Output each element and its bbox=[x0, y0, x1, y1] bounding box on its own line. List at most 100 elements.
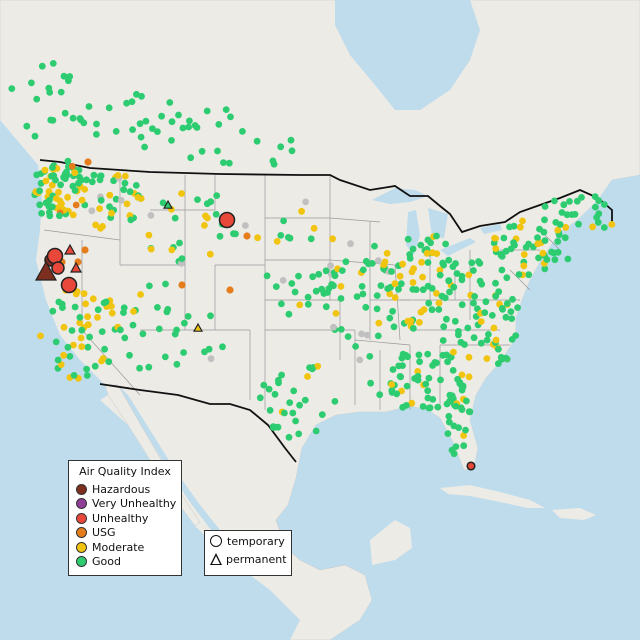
station-marker bbox=[554, 238, 562, 245]
station-marker bbox=[289, 409, 297, 417]
station-marker bbox=[503, 300, 511, 307]
station-marker bbox=[560, 201, 568, 209]
station-marker bbox=[460, 432, 467, 439]
station-marker bbox=[186, 117, 193, 125]
station-marker bbox=[70, 372, 78, 379]
station-marker bbox=[149, 125, 156, 132]
station-marker bbox=[500, 234, 508, 242]
station-marker bbox=[561, 234, 569, 242]
station-marker bbox=[129, 126, 137, 133]
gulf-of-mexico bbox=[288, 406, 464, 548]
station-marker bbox=[105, 104, 113, 112]
station-marker-large bbox=[51, 261, 65, 275]
station-marker bbox=[562, 223, 570, 231]
station-marker bbox=[102, 298, 110, 306]
station-marker bbox=[465, 408, 473, 416]
station-marker bbox=[522, 243, 530, 251]
station-marker bbox=[408, 268, 416, 276]
station-marker bbox=[146, 282, 153, 290]
station-marker bbox=[424, 259, 432, 266]
station-marker bbox=[498, 305, 506, 312]
station-marker bbox=[179, 124, 187, 132]
station-marker bbox=[416, 358, 423, 366]
station-marker bbox=[436, 266, 444, 274]
legend-label: Very Unhealthy bbox=[92, 497, 177, 511]
lake-huron bbox=[428, 208, 448, 238]
station-marker bbox=[575, 220, 582, 228]
station-marker bbox=[288, 147, 296, 155]
station-marker bbox=[121, 172, 129, 180]
station-marker bbox=[92, 221, 99, 229]
station-marker bbox=[202, 212, 209, 220]
station-marker bbox=[337, 326, 345, 333]
station-marker bbox=[253, 137, 261, 145]
legend-item-temporary: temporary bbox=[205, 533, 291, 549]
station-marker bbox=[362, 257, 370, 265]
hispaniola bbox=[552, 508, 596, 520]
station-marker bbox=[128, 98, 136, 106]
station-marker bbox=[492, 336, 500, 344]
station-marker-large bbox=[46, 247, 64, 265]
monitor-type-legend: temporary permanent bbox=[204, 530, 292, 576]
station-marker bbox=[126, 188, 134, 196]
station-marker bbox=[417, 308, 425, 316]
station-marker bbox=[61, 109, 69, 117]
station-marker bbox=[535, 254, 542, 262]
station-marker bbox=[453, 270, 461, 277]
station-marker bbox=[337, 283, 345, 290]
station-marker bbox=[344, 333, 352, 340]
station-marker bbox=[592, 203, 599, 211]
station-marker bbox=[175, 111, 182, 119]
station-marker bbox=[445, 418, 453, 426]
station-marker bbox=[287, 136, 295, 144]
station-marker bbox=[38, 62, 46, 70]
station-marker bbox=[285, 310, 293, 318]
station-marker bbox=[440, 323, 448, 331]
station-marker bbox=[94, 314, 101, 321]
station-marker bbox=[83, 372, 91, 379]
station-marker bbox=[304, 293, 312, 301]
usg-swatch bbox=[76, 527, 87, 539]
station-marker bbox=[415, 351, 423, 359]
station-marker bbox=[84, 158, 92, 166]
station-marker bbox=[397, 280, 405, 288]
station-marker bbox=[490, 239, 498, 247]
legend-label: Moderate bbox=[92, 540, 145, 554]
station-marker bbox=[377, 282, 385, 289]
station-marker bbox=[495, 288, 503, 296]
station-marker bbox=[541, 216, 548, 224]
station-marker bbox=[139, 330, 147, 338]
station-marker bbox=[213, 192, 221, 200]
station-marker bbox=[398, 354, 406, 362]
station-marker bbox=[270, 424, 277, 431]
station-marker bbox=[105, 358, 113, 366]
station-marker bbox=[391, 280, 399, 288]
station-marker bbox=[441, 294, 449, 302]
station-marker bbox=[277, 143, 285, 151]
station-marker bbox=[458, 386, 466, 394]
station-marker bbox=[331, 272, 339, 280]
station-marker bbox=[207, 355, 215, 363]
lake-michigan bbox=[406, 210, 420, 255]
station-marker bbox=[134, 194, 142, 201]
station-marker bbox=[48, 181, 56, 189]
station-marker bbox=[108, 302, 115, 310]
station-marker bbox=[450, 422, 458, 430]
station-marker bbox=[386, 290, 394, 298]
atlantic bbox=[470, 175, 640, 540]
station-marker bbox=[76, 314, 84, 321]
station-marker bbox=[464, 324, 472, 332]
station-marker bbox=[395, 285, 402, 293]
station-marker bbox=[69, 211, 77, 219]
station-marker bbox=[28, 79, 35, 87]
station-marker bbox=[419, 286, 427, 294]
station-marker bbox=[158, 112, 166, 120]
station-marker bbox=[358, 283, 366, 290]
station-marker bbox=[60, 323, 68, 331]
station-marker bbox=[84, 313, 91, 321]
station-marker bbox=[298, 207, 305, 215]
station-marker bbox=[171, 214, 179, 222]
station-marker bbox=[45, 209, 53, 216]
national-borders bbox=[39, 159, 613, 463]
station-marker bbox=[307, 235, 315, 243]
